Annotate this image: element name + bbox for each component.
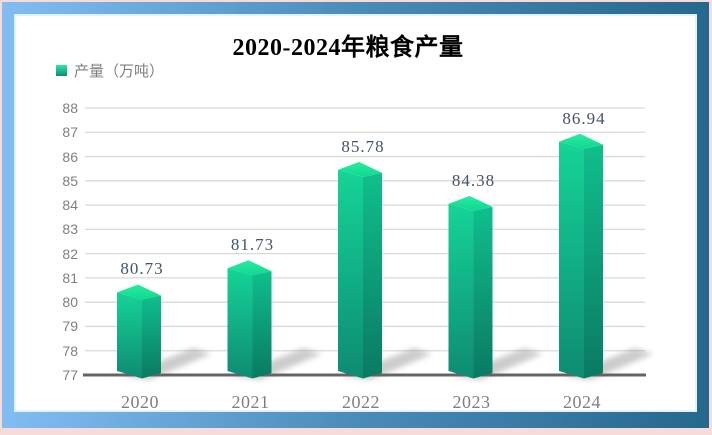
y-tick-label: 83 [62,221,78,238]
y-tick-label: 88 [62,100,78,116]
legend: 产量（万吨） [56,60,164,80]
y-tick-label: 77 [62,367,78,383]
bar [559,133,603,379]
x-tick-label: 2022 [342,392,380,412]
y-tick-label: 82 [62,245,78,262]
y-tick-label: 81 [62,269,78,286]
bar [227,260,272,379]
chart-title: 2020-2024年粮食产量 [232,35,464,61]
data-label: 85.78 [341,136,385,156]
legend-label: 产量（万吨） [74,63,165,80]
x-tick-label: 2020 [121,392,159,412]
y-tick-label: 78 [62,342,78,359]
y-tick-label: 85 [62,172,78,189]
data-label: 84.38 [451,170,496,190]
legend-marker-icon [56,64,67,76]
data-label: 86.94 [562,108,606,128]
bar [448,195,493,379]
x-tick-label: 2023 [452,392,491,412]
y-tick-label: 80 [62,294,78,311]
y-tick-label: 79 [62,318,78,335]
bar [117,284,161,379]
y-tick-label: 86 [62,148,78,165]
y-tick-label: 84 [62,197,78,214]
data-label: 80.73 [120,259,164,279]
x-tick-label: 2021 [231,392,270,412]
x-tick-label: 2024 [563,392,601,412]
data-label: 81.73 [230,235,275,255]
bar [338,161,382,379]
y-tick-label: 87 [62,124,78,141]
